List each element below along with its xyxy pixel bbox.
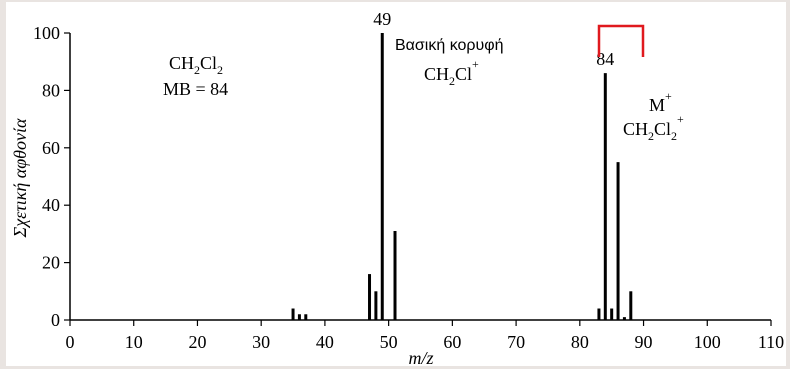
- x-tick-label: 90: [635, 332, 653, 352]
- x-tick-label: 30: [252, 332, 270, 352]
- x-tick-label: 20: [188, 332, 206, 352]
- x-tick-label: 10: [125, 332, 143, 352]
- mass-spectrum-chart: 0 10 20 30 40 50 60 70 80 90 100 110 0 20 40 60 80 100 49…: [10, 9, 784, 366]
- x-tick-label: 40: [316, 332, 334, 352]
- spectrum-bars: [291, 33, 633, 320]
- base-peak-label: Βασική κορυφή: [395, 37, 504, 54]
- molecular-ion-bracket: [597, 24, 645, 57]
- peak-label: 49: [373, 9, 391, 29]
- x-tick-label: 80: [571, 332, 589, 352]
- axis-ticks: 0 10 20 30 40 50 60 70 80 90 100 110 0 20 40 60 80 100: [33, 23, 784, 352]
- x-axis-label: m/z: [408, 348, 433, 366]
- mass-spectrum-figure: 0 10 20 30 40 50 60 70 80 90 100 110 0 20 40 60 80 100 49…: [6, 2, 786, 366]
- y-tick-label: 0: [51, 310, 60, 330]
- base-peak-ion: CH2Cl+: [424, 57, 479, 88]
- y-tick-label: 80: [42, 80, 60, 100]
- y-tick-label: 100: [33, 23, 60, 43]
- y-tick-label: 20: [42, 253, 60, 273]
- x-tick-label: 70: [507, 332, 525, 352]
- x-tick-label: 60: [443, 332, 461, 352]
- y-tick-label: 40: [42, 195, 60, 215]
- y-tick-label: 60: [42, 138, 60, 158]
- x-tick-label: 100: [694, 332, 721, 352]
- chart-axes: [69, 33, 771, 321]
- compound-formula: CH2Cl2: [169, 53, 223, 77]
- x-tick-label: 0: [66, 332, 75, 352]
- molecular-ion-label: M+: [649, 89, 672, 115]
- peak-labels: 49 84: [373, 9, 614, 69]
- molecular-weight-label: MB = 84: [163, 79, 228, 99]
- y-axis-label: Σχετική αφθονία: [10, 118, 30, 238]
- x-tick-label: 50: [380, 332, 398, 352]
- molecular-ion-formula: CH2Cl2+: [623, 112, 684, 143]
- x-tick-label: 110: [758, 332, 784, 352]
- peak-label: 84: [596, 49, 614, 69]
